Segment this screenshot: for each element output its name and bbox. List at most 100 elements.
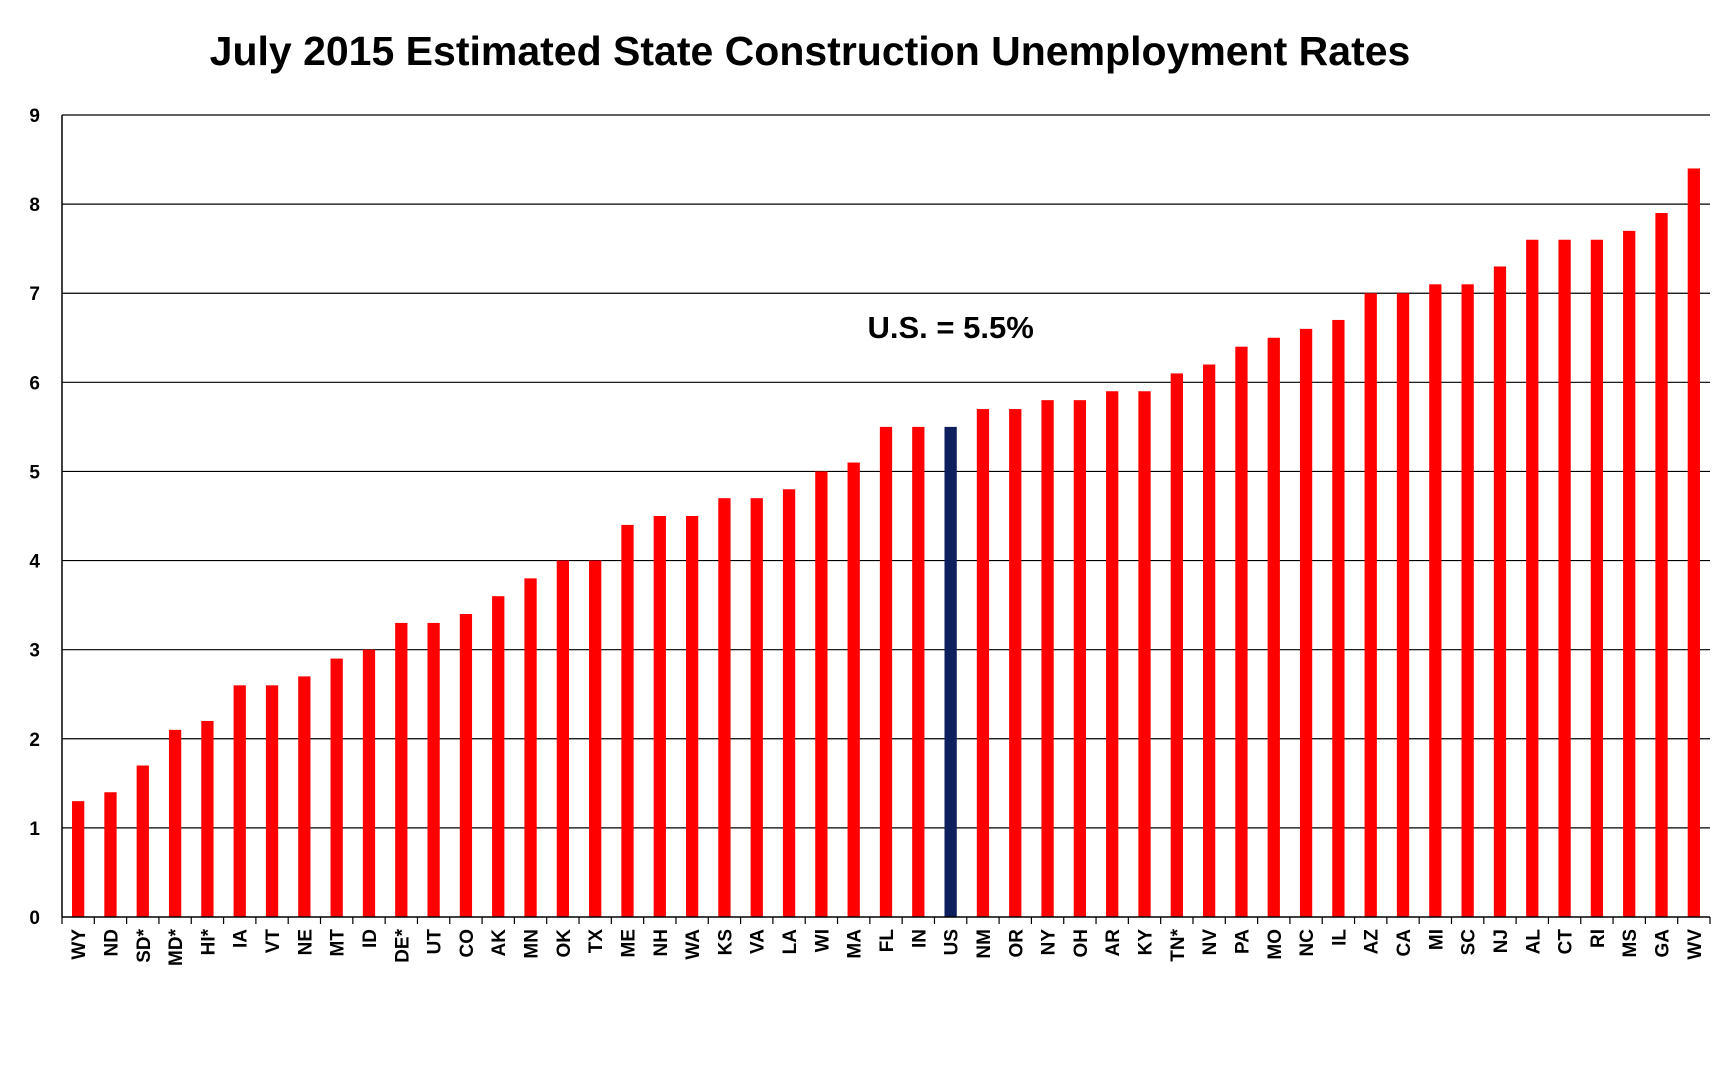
x-tick-label: IL bbox=[1329, 929, 1350, 946]
bar-ri bbox=[1590, 239, 1604, 917]
bar-md bbox=[168, 729, 182, 917]
bar-ks bbox=[718, 498, 731, 917]
us-annotation: U.S. = 5.5% bbox=[867, 310, 1033, 345]
bar-id bbox=[362, 649, 376, 917]
x-tick-label: AZ bbox=[1362, 929, 1383, 955]
y-tick-label: 1 bbox=[29, 819, 40, 840]
x-tick-label: NY bbox=[1039, 929, 1060, 956]
x-tick-label: MN bbox=[522, 929, 543, 959]
x-tick-label: MI bbox=[1426, 929, 1447, 950]
x-tick-label: OH bbox=[1071, 929, 1092, 958]
bar-la bbox=[782, 489, 796, 917]
bar-va bbox=[750, 498, 763, 917]
bar-nh bbox=[653, 516, 666, 917]
bar-de bbox=[395, 622, 408, 917]
bar-fl bbox=[879, 426, 893, 917]
x-tick-label: WY bbox=[69, 929, 90, 960]
bar-us bbox=[944, 426, 957, 917]
x-tick-label: WV bbox=[1685, 929, 1706, 960]
bar-ok bbox=[556, 560, 570, 917]
bar-hi bbox=[201, 720, 214, 917]
bar-in bbox=[912, 426, 925, 917]
x-tick-label: VT bbox=[263, 929, 284, 954]
bars-layer bbox=[72, 168, 1700, 918]
x-tick-label: TN* bbox=[1168, 928, 1189, 961]
bar-tn bbox=[1170, 373, 1183, 917]
x-tick-label: WI bbox=[812, 929, 833, 952]
bar-ny bbox=[1041, 400, 1054, 918]
x-tick-label: AK bbox=[489, 929, 510, 957]
bar-tx bbox=[589, 560, 602, 917]
bar-mn bbox=[524, 578, 537, 917]
x-tick-label: OK bbox=[554, 929, 575, 958]
x-tick-label: RI bbox=[1588, 929, 1609, 948]
labels-layer: 0 1 2 3 4 5 6 7 8 9 WY ND SD* MD* HI* IA VT NE MT ID DE* UT CO… bbox=[29, 106, 1705, 966]
x-tick-label: CA bbox=[1394, 929, 1415, 957]
x-tick-label: AR bbox=[1103, 929, 1124, 957]
x-tick-label: IN bbox=[909, 929, 930, 948]
x-tick-label: VA bbox=[748, 929, 769, 954]
bar-ar bbox=[1106, 391, 1119, 917]
x-tick-label: LA bbox=[780, 929, 801, 955]
chart-title: July 2015 Estimated State Construction U… bbox=[209, 28, 1411, 74]
bar-ma bbox=[847, 462, 860, 917]
x-tick-label: MD* bbox=[166, 928, 187, 966]
y-tick-label: 9 bbox=[29, 106, 40, 127]
bar-nj bbox=[1493, 266, 1507, 917]
x-tick-label: GA bbox=[1653, 929, 1674, 958]
x-tick-label: MA bbox=[845, 929, 866, 959]
bar-ut bbox=[427, 622, 440, 917]
x-tick-label: IA bbox=[231, 929, 252, 948]
x-tick-label: ND bbox=[101, 929, 122, 956]
bar-ca bbox=[1396, 293, 1410, 917]
bar-vt bbox=[265, 685, 279, 917]
bar-nd bbox=[104, 792, 117, 917]
bar-il bbox=[1332, 319, 1345, 917]
y-tick-label: 6 bbox=[29, 373, 40, 394]
bar-ga bbox=[1655, 213, 1668, 917]
bar-wv bbox=[1687, 168, 1700, 917]
x-tick-label: CT bbox=[1556, 929, 1577, 955]
bar-sc bbox=[1461, 284, 1474, 917]
y-tick-label: 3 bbox=[29, 641, 40, 662]
bar-pa bbox=[1235, 346, 1248, 917]
x-tick-label: KS bbox=[715, 929, 736, 955]
x-tick-label: HI* bbox=[198, 928, 219, 955]
x-tick-label: MO bbox=[1265, 929, 1286, 960]
bar-ia bbox=[233, 685, 246, 917]
y-tick-label: 4 bbox=[29, 552, 40, 573]
axis-layer bbox=[61, 115, 1711, 924]
x-tick-label: NE bbox=[295, 929, 316, 955]
x-tick-label: FL bbox=[877, 929, 898, 953]
bar-ne bbox=[298, 676, 311, 917]
bar-nc bbox=[1299, 328, 1313, 917]
bar-ak bbox=[492, 596, 505, 917]
bar-wa bbox=[685, 516, 699, 917]
x-tick-label: UT bbox=[425, 929, 446, 955]
bar-co bbox=[459, 614, 473, 917]
x-tick-label: SC bbox=[1459, 929, 1480, 956]
x-tick-label: TX bbox=[586, 929, 607, 954]
bar-mt bbox=[330, 658, 343, 917]
x-tick-label: ID bbox=[360, 929, 381, 948]
bar-nv bbox=[1202, 364, 1216, 917]
bar-sd bbox=[136, 765, 149, 917]
y-tick-label: 8 bbox=[29, 195, 40, 216]
bar-nm bbox=[976, 409, 990, 917]
x-tick-label: AL bbox=[1523, 929, 1544, 955]
bar-ky bbox=[1138, 391, 1151, 917]
bar-mo bbox=[1267, 337, 1280, 917]
bar-mi bbox=[1429, 284, 1442, 917]
x-tick-label: PA bbox=[1232, 929, 1253, 954]
y-tick-label: 5 bbox=[29, 462, 40, 483]
bar-or bbox=[1009, 409, 1022, 917]
x-tick-label: US bbox=[942, 929, 963, 955]
y-tick-label: 2 bbox=[29, 730, 40, 751]
x-tick-label: SD* bbox=[134, 928, 155, 962]
x-tick-label: NH bbox=[651, 929, 672, 956]
bar-ms bbox=[1623, 230, 1636, 917]
x-tick-label: MS bbox=[1620, 929, 1641, 958]
x-tick-label: WA bbox=[683, 929, 704, 960]
bar-az bbox=[1364, 293, 1377, 917]
